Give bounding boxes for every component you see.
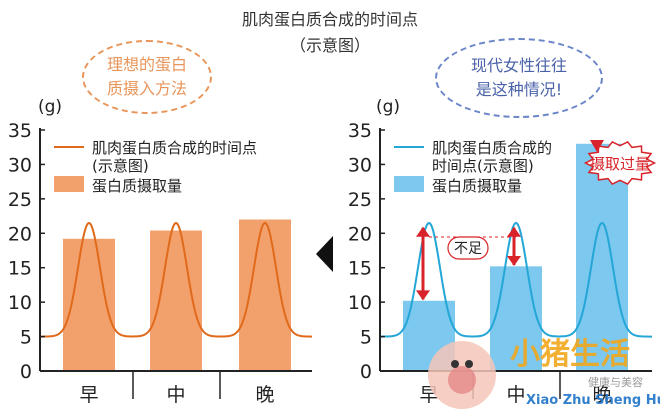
watermark-brand: 小猪生活 [510, 337, 630, 372]
chart2-ytick-label: 20 [348, 223, 372, 245]
chart2-ytick-label: 5 [360, 327, 372, 349]
chart1-ytick-label: 20 [8, 223, 32, 245]
chart2-ytick-label: 30 [348, 154, 372, 176]
chart2-ytick-label: 0 [360, 361, 372, 383]
chart2-bar-中 [490, 266, 542, 371]
figure-subtitle: （示意图） [289, 36, 370, 55]
deficit-arrow-noon-head-bottom [507, 255, 521, 266]
chart2-category-label: 晚 [592, 384, 611, 406]
chart1-legend-bar-swatch [54, 176, 84, 192]
chart1-ytick-label: 0 [20, 361, 32, 383]
chart2-category-label: 中 [506, 384, 525, 406]
chart1-ytick-label: 35 [8, 120, 32, 142]
ideal-bubble: 理想的蛋白 质摄入方法 [82, 40, 212, 114]
chart2-legend-line-label: 肌肉蛋白质合成的 [432, 139, 552, 157]
insufficient-label: 不足 [454, 241, 482, 257]
excess-burst [583, 140, 657, 186]
chart1-category-label: 早 [79, 384, 98, 406]
chart1-category-label: 中 [166, 384, 185, 406]
chart1-y-unit: (g) [38, 97, 62, 117]
chart2-legend-bar-label: 蛋白质摄取量 [432, 177, 522, 195]
deficit-arrow-morning-head-bottom [416, 290, 430, 301]
chart1-bar-晚 [239, 219, 291, 371]
ideal-bubble-line-2: 质摄入方法 [106, 79, 187, 98]
ideal-bubble-line-1: 理想的蛋白 [106, 55, 187, 74]
chart1-ytick-label: 5 [20, 327, 32, 349]
chart1-ytick-label: 10 [8, 292, 32, 314]
deficit-arrow-morning-head-top [416, 226, 430, 237]
chart2-ytick-label: 25 [348, 189, 372, 211]
reality-bubble-line-1: 现代女性往往 [470, 56, 567, 75]
watermark: 小猪生活 健康与美容 Xiao Zhu Sheng Huo [428, 337, 660, 409]
insufficient-label-box [447, 236, 489, 260]
chart1-ytick-label: 30 [8, 154, 32, 176]
chart2-ytick-label: 15 [348, 258, 372, 280]
figure-title: 肌肉蛋白质合成的时间点 [241, 10, 418, 29]
chart2-bar-晚 [576, 143, 628, 371]
deficit-arrow-noon-head-top [507, 226, 521, 237]
reality-bubble: 现代女性往往 是这种情况! [435, 38, 603, 118]
chart1-legend-bar-label: 蛋白质摄取量 [92, 177, 182, 195]
chart2-synthesis-line [381, 221, 652, 338]
chart1-legend-line-label-2: (示意图) [92, 157, 149, 175]
chart1-legend-line-label: 肌肉蛋白质合成的时间点 [92, 139, 257, 157]
chart1-ytick-label: 15 [8, 258, 32, 280]
chart2-ytick-label: 35 [348, 120, 372, 142]
excess-label: 摄取过量 [590, 155, 650, 173]
reality-bubble-line-2: 是这种情况! [475, 80, 563, 99]
chart1-synthesis-line [41, 221, 312, 338]
chart1-bar-中 [150, 230, 202, 371]
chart2-y-unit: (g) [376, 97, 400, 117]
chart2-legend-bar-swatch [394, 176, 424, 192]
chart1-ytick-label: 25 [8, 189, 32, 211]
watermark-account: 健康与美容 [588, 375, 643, 389]
chart1-category-label: 晚 [255, 384, 274, 406]
comparison-marker-icon [316, 236, 333, 272]
excess-arrow [590, 140, 604, 152]
chart2-ytick-label: 10 [348, 292, 372, 314]
watermark-pinyin: Xiao Zhu Sheng Huo [526, 393, 660, 408]
chart2-legend-line-label-2: 时间点(示意图) [432, 157, 534, 175]
